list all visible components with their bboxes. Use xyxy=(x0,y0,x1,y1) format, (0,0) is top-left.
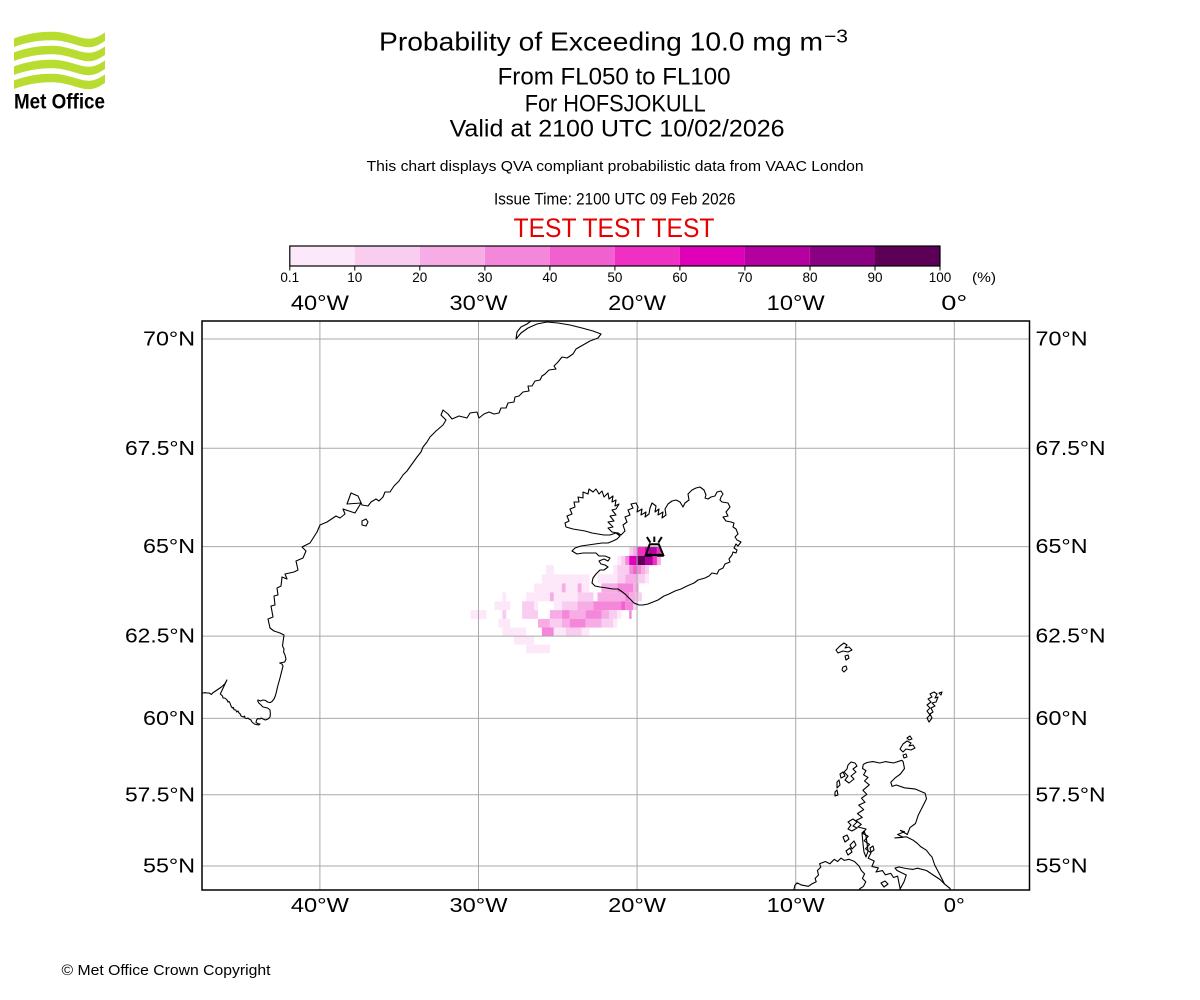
svg-text:Probability of Exceeding 10.0: Probability of Exceeding 10.0 mg m xyxy=(379,27,823,57)
svg-text:40°W: 40°W xyxy=(291,291,350,315)
svg-text:40: 40 xyxy=(542,270,557,285)
svg-text:70°N: 70°N xyxy=(143,329,195,351)
svg-text:60°N: 60°N xyxy=(1036,708,1088,730)
svg-text:Valid at 2100 UTC 10/02/2026: Valid at 2100 UTC 10/02/2026 xyxy=(450,115,785,142)
svg-text:60: 60 xyxy=(672,270,687,285)
svg-text:For HOFSJOKULL: For HOFSJOKULL xyxy=(525,90,706,117)
svg-text:65°N: 65°N xyxy=(1036,536,1088,558)
svg-text:55°N: 55°N xyxy=(143,856,195,878)
svg-text:55°N: 55°N xyxy=(1036,856,1088,878)
svg-text:80: 80 xyxy=(802,270,817,285)
svg-text:70: 70 xyxy=(737,270,752,285)
svg-text:62.5°N: 62.5°N xyxy=(1036,626,1106,648)
svg-text:30°W: 30°W xyxy=(450,291,509,315)
svg-text:40°W: 40°W xyxy=(291,895,349,917)
svg-text:10°W: 10°W xyxy=(767,291,826,315)
svg-text:Met Office: Met Office xyxy=(14,90,105,114)
svg-text:62.5°N: 62.5°N xyxy=(125,626,195,648)
svg-text:0.1: 0.1 xyxy=(280,270,299,285)
svg-text:Issue Time: 2100 UTC 09 Feb 20: Issue Time: 2100 UTC 09 Feb 2026 xyxy=(494,190,736,209)
svg-text:67.5°N: 67.5°N xyxy=(125,438,195,460)
svg-text:30: 30 xyxy=(477,270,492,285)
svg-text:65°N: 65°N xyxy=(143,536,195,558)
svg-text:This chart displays QVA compli: This chart displays QVA compliant probab… xyxy=(367,158,864,175)
svg-text:From FL050 to FL100: From FL050 to FL100 xyxy=(498,63,731,90)
svg-text:0°: 0° xyxy=(944,895,965,917)
svg-text:20°W: 20°W xyxy=(608,895,666,917)
svg-text:20: 20 xyxy=(412,270,427,285)
svg-text:0°: 0° xyxy=(941,291,967,315)
svg-text:20°W: 20°W xyxy=(608,291,667,315)
svg-text:−3: −3 xyxy=(824,25,848,46)
svg-text:57.5°N: 57.5°N xyxy=(125,784,195,806)
svg-text:© Met Office Crown Copyright: © Met Office Crown Copyright xyxy=(62,962,272,979)
svg-text:10: 10 xyxy=(347,270,362,285)
svg-text:90: 90 xyxy=(867,270,882,285)
svg-text:70°N: 70°N xyxy=(1036,329,1088,351)
svg-text:100: 100 xyxy=(929,270,952,285)
svg-text:50: 50 xyxy=(607,270,622,285)
svg-text:(%): (%) xyxy=(972,270,996,285)
svg-text:67.5°N: 67.5°N xyxy=(1036,438,1106,460)
svg-text:30°W: 30°W xyxy=(450,895,508,917)
svg-text:TEST TEST TEST: TEST TEST TEST xyxy=(514,213,715,243)
svg-text:10°W: 10°W xyxy=(767,895,825,917)
svg-text:57.5°N: 57.5°N xyxy=(1036,784,1106,806)
svg-text:60°N: 60°N xyxy=(143,708,195,730)
